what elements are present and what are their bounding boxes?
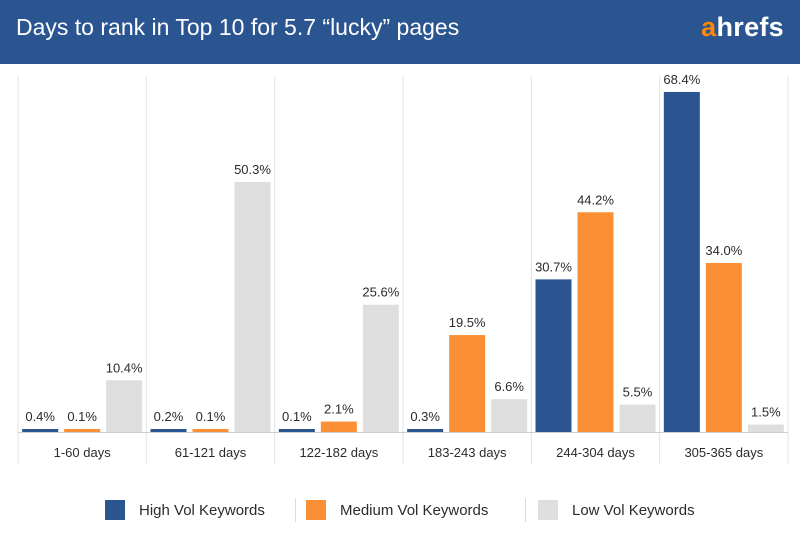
- data-label: 44.2%: [577, 192, 614, 207]
- data-label: 25.6%: [362, 285, 399, 300]
- bar-medium-vol-keywords-244-304-days: [577, 212, 614, 432]
- bar-low-vol-keywords-305-365-days: [747, 424, 784, 432]
- category-label: 305-365 days: [684, 445, 763, 460]
- data-label: 34.0%: [705, 243, 742, 258]
- category-label: 122-182 days: [299, 445, 378, 460]
- bar-medium-vol-keywords-305-365-days: [705, 262, 742, 432]
- legend-label-high-vol: High Vol Keywords: [139, 501, 265, 519]
- bar-medium-vol-keywords-122-182-days: [320, 421, 357, 432]
- category-label: 244-304 days: [556, 445, 635, 460]
- bar-high-vol-keywords-122-182-days: [278, 429, 315, 432]
- chart-header: Days to rank in Top 10 for 5.7 “lucky” p…: [0, 0, 800, 64]
- chart-title: Days to rank in Top 10 for 5.7 “lucky” p…: [16, 14, 460, 40]
- data-label: 0.3%: [410, 409, 440, 424]
- category-label: 183-243 days: [428, 445, 507, 460]
- ahrefs-logo: ahrefs: [701, 10, 784, 44]
- bar-low-vol-keywords-61-121-days: [234, 181, 271, 432]
- data-label: 0.2%: [154, 409, 184, 424]
- data-label: 68.4%: [663, 72, 700, 87]
- legend-divider: [295, 498, 296, 522]
- bar-high-vol-keywords-61-121-days: [150, 429, 187, 432]
- bar-chart: 0.4% 0.1% 10.4% 1-60 days 0.2% 0.1% 50.3% 61-12…: [17, 72, 789, 464]
- bar-high-vol-keywords-1-60-days: [22, 429, 59, 432]
- legend-item-high-vol: High Vol Keywords: [105, 492, 265, 528]
- logo-text: hrefs: [716, 12, 784, 42]
- legend-swatch-high-vol: [105, 500, 125, 520]
- bar-low-vol-keywords-1-60-days: [106, 380, 143, 432]
- data-label: 50.3%: [234, 162, 271, 177]
- legend-divider: [525, 498, 526, 522]
- data-label: 19.5%: [449, 315, 486, 330]
- bar-medium-vol-keywords-61-121-days: [192, 429, 229, 432]
- bar-low-vol-keywords-122-182-days: [362, 304, 399, 432]
- legend-item-low-vol: Low Vol Keywords: [538, 492, 695, 528]
- chart-legend: High Vol Keywords Medium Vol Keywords Lo…: [0, 492, 800, 528]
- logo-letter-a: a: [701, 12, 717, 42]
- data-label: 0.1%: [67, 409, 97, 424]
- data-label: 0.4%: [25, 409, 55, 424]
- data-label: 30.7%: [535, 259, 572, 274]
- data-label: 2.1%: [324, 402, 354, 417]
- data-label: 0.1%: [196, 409, 226, 424]
- legend-swatch-low-vol: [538, 500, 558, 520]
- data-label: 5.5%: [623, 385, 653, 400]
- bar-low-vol-keywords-244-304-days: [619, 404, 656, 432]
- category-label: 61-121 days: [175, 445, 247, 460]
- data-label: 6.6%: [494, 379, 524, 394]
- bar-medium-vol-keywords-183-243-days: [449, 335, 486, 432]
- data-label: 0.1%: [282, 409, 312, 424]
- legend-label-low-vol: Low Vol Keywords: [572, 501, 695, 519]
- bar-high-vol-keywords-244-304-days: [535, 279, 572, 432]
- legend-item-medium-vol: Medium Vol Keywords: [306, 492, 488, 528]
- data-label: 10.4%: [106, 360, 143, 375]
- category-label: 1-60 days: [54, 445, 112, 460]
- legend-swatch-medium-vol: [306, 500, 326, 520]
- data-label: 1.5%: [751, 405, 781, 420]
- bar-medium-vol-keywords-1-60-days: [64, 429, 101, 432]
- bar-high-vol-keywords-305-365-days: [663, 91, 700, 432]
- bar-high-vol-keywords-183-243-days: [407, 429, 444, 432]
- bar-low-vol-keywords-183-243-days: [491, 399, 528, 432]
- legend-label-medium-vol: Medium Vol Keywords: [340, 501, 489, 519]
